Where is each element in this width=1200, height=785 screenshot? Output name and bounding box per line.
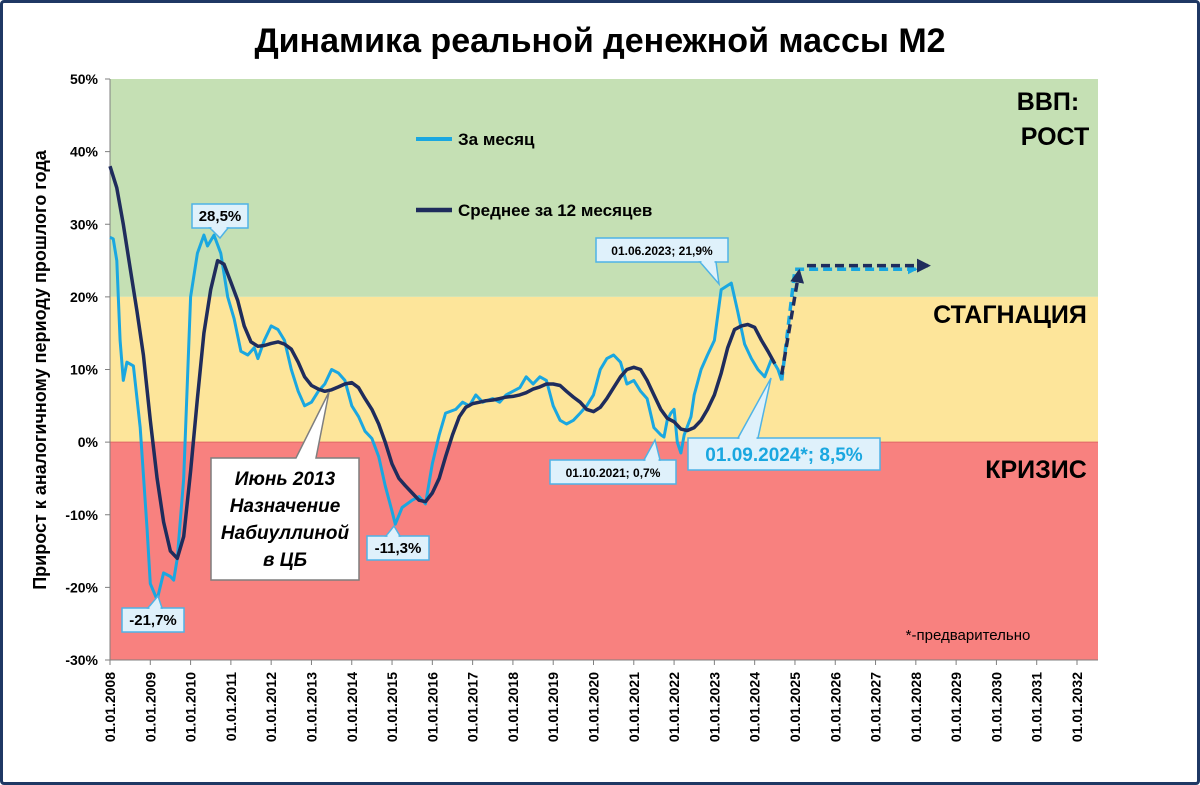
y-tick-label-8: -30% — [65, 652, 98, 668]
zone-label-1-0: СТАГНАЦИЯ — [933, 301, 1087, 329]
x-tick-label-24: 01.01.2032 — [1069, 672, 1085, 742]
y-tick-label-1: 40% — [70, 144, 99, 160]
annotation-label-4: 01.10.2021; 0,7% — [566, 466, 661, 480]
annotation-box-4 — [549, 459, 677, 485]
x-tick-label-17: 01.01.2025 — [787, 672, 803, 742]
x-tick-label-9: 01.01.2017 — [465, 672, 481, 742]
footnote: *-предварительно — [906, 627, 1031, 644]
x-tick-label-10: 01.01.2018 — [505, 672, 521, 742]
annotation-label-3: 01.06.2023; 21,9% — [611, 244, 713, 258]
zone-label-0-0: ВВП: — [1017, 88, 1079, 116]
x-tick-label-12: 01.01.2020 — [586, 672, 602, 742]
x-tick-label-3: 01.01.2011 — [223, 672, 239, 742]
callout-line-3: в ЦБ — [263, 550, 307, 571]
y-axis-label: Прирост к аналогичному периоду прошлого … — [30, 149, 50, 590]
x-tick-label-11: 01.01.2019 — [545, 672, 561, 742]
series-line-avg12 — [108, 165, 777, 561]
x-tick-label-15: 01.01.2023 — [706, 672, 722, 742]
callout-box — [210, 391, 360, 581]
chart-title: Динамика реальной денежной массы М2 — [254, 22, 945, 60]
x-tick-label-18: 01.01.2026 — [827, 672, 843, 742]
y-tick-label-6: -10% — [65, 507, 98, 523]
x-tick-label-22: 01.01.2030 — [988, 672, 1004, 742]
x-tick-label-7: 01.01.2015 — [384, 672, 400, 742]
y-tick-label-3: 20% — [70, 289, 99, 305]
y-tick-label-4: 10% — [70, 362, 99, 378]
x-tick-label-8: 01.01.2016 — [424, 672, 440, 742]
zone-label-2-0: КРИЗИС — [985, 456, 1087, 484]
x-tick-label-2: 01.01.2010 — [183, 672, 199, 742]
x-tick-label-0: 01.01.2008 — [102, 672, 118, 742]
zone-label-0-1: РОСТ — [1021, 123, 1090, 151]
x-tick-label-21: 01.01.2029 — [948, 672, 964, 742]
callout-line-2: Набиуллиной — [221, 523, 350, 544]
y-tick-label-0: 50% — [70, 71, 99, 87]
annotation-label-0: 28,5% — [199, 208, 242, 225]
y-tick-label-7: -20% — [65, 579, 98, 595]
forecast-line-avg12-rise — [779, 268, 805, 375]
annotation-label-2: -11,3% — [375, 540, 422, 557]
annotation-box-2 — [366, 535, 430, 561]
legend-label-0: За месяц — [458, 130, 535, 149]
y-tick-label-2: 30% — [70, 216, 99, 232]
annotation-box-5 — [687, 437, 881, 471]
x-tick-label-4: 01.01.2012 — [263, 672, 279, 742]
grid-layer: 50% 40% 30% 20% 10% 0% -10% -20% -30%01.01.2008 0… — [65, 71, 1098, 742]
annotation-box-3 — [595, 237, 729, 263]
x-tick-label-5: 01.01.2013 — [303, 672, 319, 742]
annotation-label-5: 01.09.2024*; 8,5% — [705, 445, 863, 466]
x-tick-label-13: 01.01.2021 — [626, 672, 642, 742]
annotation-label-1: -21,7% — [129, 612, 177, 629]
x-tick-label-19: 01.01.2027 — [868, 672, 884, 742]
y-tick-label-5: 0% — [78, 434, 99, 450]
x-tick-label-6: 01.01.2014 — [344, 672, 360, 742]
zone-band-0 — [110, 79, 1098, 297]
x-tick-label-1: 01.01.2009 — [142, 672, 158, 742]
zone-band-1 — [110, 296, 1098, 443]
x-tick-label-23: 01.01.2031 — [1029, 672, 1045, 742]
x-tick-label-14: 01.01.2022 — [666, 672, 682, 742]
annotation-box-0 — [191, 203, 249, 229]
series-layer — [108, 165, 931, 602]
labels-layer: ВВП: РОСТ СТАГНАЦИЯ КРИЗИС За месяц Среднее з… — [121, 88, 1090, 633]
callout-line-1: Назначение — [230, 496, 341, 517]
x-tick-label-20: 01.01.2028 — [908, 672, 924, 742]
series-line-monthly — [109, 233, 784, 602]
x-tick-label-16: 01.01.2024 — [747, 672, 763, 742]
legend-label-1: Среднее за 12 месяцев — [458, 201, 652, 220]
callout-line-0: Июнь 2013 — [235, 469, 336, 490]
